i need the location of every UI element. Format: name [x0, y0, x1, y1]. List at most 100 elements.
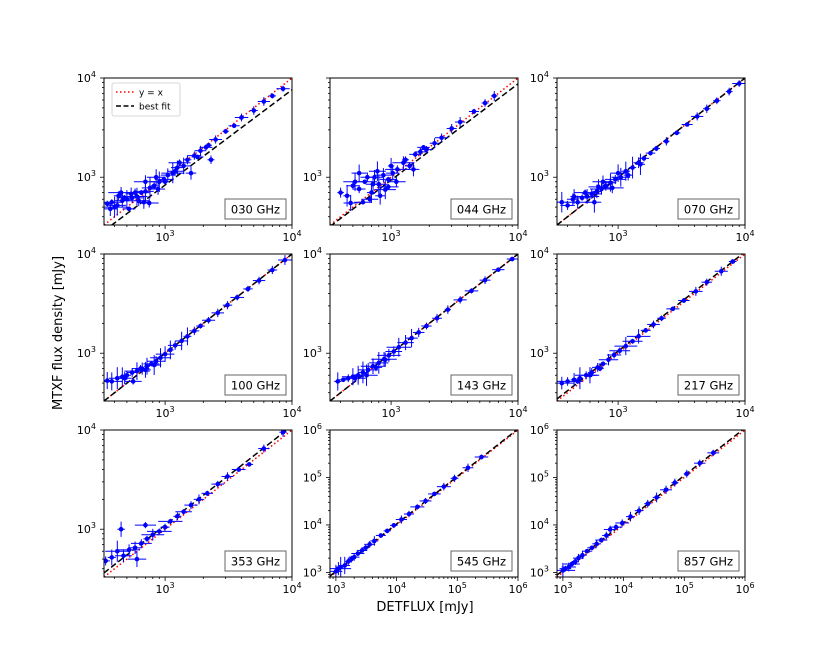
data-point	[399, 517, 404, 522]
x-tick-label: 103	[382, 229, 401, 244]
y-tick-label: 104	[530, 246, 549, 261]
y-tick-label: 103	[530, 345, 549, 360]
frequency-label-box	[677, 374, 740, 396]
data-point	[569, 561, 575, 567]
plot-area	[104, 254, 292, 401]
x-tick-label: 103	[609, 229, 628, 244]
legend: y = x best fit	[111, 82, 181, 117]
legend-entry-label: y = x	[139, 89, 164, 99]
data-point	[482, 100, 488, 106]
data-point	[385, 177, 391, 182]
data-point	[144, 536, 150, 542]
frequency-label-box	[450, 550, 513, 572]
axes-frame	[103, 77, 293, 226]
data-point	[469, 288, 474, 294]
data-point	[694, 114, 700, 119]
y-tick-label: 104	[530, 517, 549, 532]
data-point	[597, 366, 603, 371]
x-tick-label: 104	[282, 405, 301, 420]
legend-entry-label: best fit	[139, 103, 171, 113]
y-tick-label: 106	[303, 422, 322, 437]
data-point	[375, 168, 380, 174]
data-point	[559, 380, 565, 386]
data-point	[372, 538, 377, 544]
data-point	[359, 548, 365, 553]
data-point	[407, 163, 412, 169]
data-point	[143, 522, 148, 528]
data-point	[196, 497, 202, 502]
data-point	[415, 504, 420, 510]
data-point	[377, 193, 383, 199]
data-point	[615, 170, 621, 176]
data-point	[664, 139, 669, 144]
data-point	[215, 481, 221, 487]
data-point	[360, 370, 366, 375]
data-point	[609, 185, 615, 191]
data-point	[606, 357, 611, 363]
data-point	[215, 310, 221, 316]
data-point	[172, 168, 178, 174]
frequency-label: 545 GHz	[457, 555, 506, 569]
frequency-label: 217 GHz	[684, 379, 733, 393]
data-point	[382, 357, 388, 363]
data-point	[280, 430, 286, 435]
y-tick-label: 103	[530, 169, 549, 184]
x-tick-label: 103	[326, 581, 345, 596]
axes-frame	[329, 429, 519, 578]
data-point	[208, 157, 214, 163]
data-point	[114, 375, 120, 381]
data-point	[599, 537, 604, 543]
data-point	[603, 183, 609, 189]
data-point	[382, 187, 388, 192]
data-point	[245, 286, 251, 292]
data-point	[352, 179, 358, 185]
data-point	[234, 295, 240, 300]
x-tick-label: 106	[735, 581, 754, 596]
y-tick-label: 106	[530, 422, 549, 437]
data-point	[434, 315, 440, 321]
data-point	[175, 165, 180, 170]
plot-area	[104, 430, 292, 577]
data-point	[693, 289, 699, 294]
data-point	[496, 267, 501, 272]
data-point	[351, 554, 357, 560]
data-point	[457, 297, 463, 303]
data-point	[411, 167, 416, 172]
data-point	[576, 555, 581, 561]
data-point	[659, 315, 664, 321]
data-point	[153, 358, 159, 364]
data-point	[206, 317, 211, 323]
x-tick-label: 104	[282, 229, 301, 244]
y-tick-label: 103	[303, 169, 322, 184]
data-point	[109, 379, 115, 384]
data-point	[350, 183, 356, 189]
x-tick-label: 103	[609, 405, 628, 420]
data-point	[582, 190, 588, 195]
data-point	[672, 480, 678, 485]
x-tick-label: 104	[508, 405, 527, 420]
x-tick-label: 104	[387, 581, 406, 596]
data-point	[452, 476, 457, 481]
data-point	[195, 154, 200, 160]
data-point	[623, 343, 629, 349]
data-point	[355, 551, 361, 556]
data-point	[619, 520, 625, 526]
data-point	[364, 372, 369, 378]
data-point	[630, 338, 635, 344]
data-point	[594, 541, 599, 547]
data-point	[282, 257, 288, 263]
data-point	[412, 152, 418, 157]
data-point	[617, 348, 623, 354]
data-point	[223, 129, 228, 134]
frequency-label-box	[450, 198, 513, 220]
data-point	[156, 529, 162, 534]
data-point	[168, 347, 173, 353]
data-point	[449, 126, 454, 131]
frequency-label: 857 GHz	[684, 555, 733, 569]
data-point	[613, 524, 619, 530]
data-point	[158, 355, 163, 361]
y-tick-label: 104	[77, 70, 96, 85]
